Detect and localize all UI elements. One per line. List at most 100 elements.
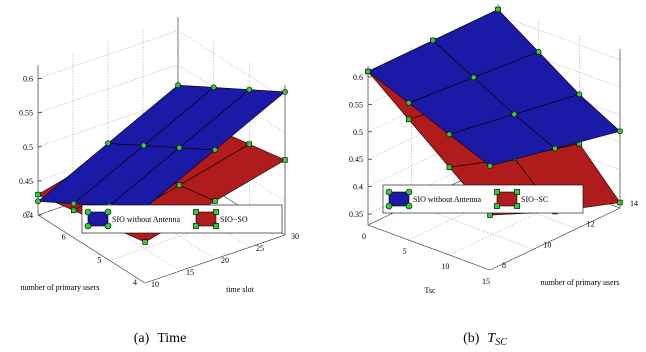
caption: (a) Time [134, 331, 187, 346]
data-point [576, 91, 583, 98]
grid-line [454, 24, 577, 229]
y-tick-label: 14 [630, 199, 638, 208]
data-point [35, 191, 41, 198]
legend-marker [405, 202, 413, 210]
data-point [212, 198, 218, 204]
chart: 0.4 0.45 0.5 0.55 0.6 10 15 20 25 30 4 5 6 7 time slot… [19, 17, 299, 346]
legend-marker [494, 189, 500, 195]
y-tick-label: 4 [133, 278, 137, 287]
legend-marker [84, 222, 92, 230]
legend-marker [514, 203, 520, 209]
z-tick-label: 0.35 [349, 210, 363, 219]
data-point [105, 140, 111, 147]
legend-label: SIO−SC [521, 195, 548, 204]
data-point [175, 82, 181, 89]
x-tick-label: 10 [151, 280, 159, 289]
legend-marker [213, 209, 219, 215]
data-point [552, 145, 558, 152]
data-point [446, 131, 453, 138]
legend: SIO without Antenna SIO−SO [81, 204, 283, 234]
x-tick-label: 15 [186, 268, 194, 277]
data-point [176, 182, 183, 188]
grid-line [367, 66, 491, 271]
y-tick-label: 7 [26, 210, 30, 219]
z-tick-label: 0.6 [353, 73, 363, 82]
y-tick-label: 10 [543, 240, 551, 249]
data-point [282, 88, 288, 95]
caption-text: T [487, 331, 496, 346]
x-tick-label: 20 [221, 256, 229, 265]
legend-marker [104, 222, 112, 230]
data-point [35, 198, 41, 205]
data-point [405, 100, 412, 106]
x-tick-label: 30 [291, 232, 299, 241]
y-axis-label: number of primary users [541, 278, 620, 287]
legend-marker [494, 203, 500, 209]
data-point [535, 48, 542, 55]
legend-marker [213, 223, 219, 229]
data-point [487, 162, 493, 169]
z-tick-label: 0.5 [23, 143, 33, 152]
data-point [70, 200, 77, 207]
legend-label: SIO without Antenna [112, 215, 180, 224]
z-tick-label: 0.45 [349, 155, 363, 164]
legend-swatch [496, 191, 518, 207]
caption: (b) TSC [463, 331, 507, 348]
y-tick-label: 8 [502, 261, 506, 270]
grid-line [144, 85, 286, 284]
x-tick-label: 10 [441, 262, 449, 271]
legend-box [382, 184, 584, 214]
y-tick-label: 5 [97, 255, 101, 264]
grid-line [37, 30, 286, 99]
legend-swatch [87, 211, 109, 227]
z-tick-label: 0.45 [19, 177, 33, 186]
data-point [495, 6, 501, 13]
legend-marker [84, 208, 92, 216]
z-tick-label: 0.4 [353, 183, 363, 192]
data-point [617, 199, 623, 206]
data-point [365, 68, 371, 75]
data-point [511, 111, 518, 118]
y-tick-label: 6 [62, 233, 66, 242]
axis-edge [367, 224, 491, 271]
legend-marker [104, 208, 112, 216]
x-tick-label: 0 [362, 232, 366, 241]
z-tick-label: 0.4 [23, 211, 33, 220]
data-point [246, 141, 253, 147]
data-point [176, 144, 183, 151]
legend-swatch [388, 191, 410, 207]
data-point [446, 164, 453, 170]
z-tick-label: 0.55 [19, 109, 33, 118]
caption-sub: SC [495, 337, 507, 348]
legend-box [81, 204, 283, 234]
legend: SIO without Antenna SIO−SC [382, 184, 584, 214]
data-point [430, 37, 436, 44]
data-point [70, 207, 77, 214]
legend-swatch [195, 211, 217, 227]
legend-label: SIO−SO [220, 215, 248, 224]
data-point [140, 142, 147, 149]
legend-marker [193, 209, 199, 215]
data-point [470, 74, 477, 81]
y-axis-label: number of primary users [21, 283, 100, 292]
legend-marker [514, 189, 520, 195]
z-tick-label: 0.5 [353, 128, 363, 137]
legend-marker [385, 188, 393, 196]
data-point [405, 116, 412, 123]
y-tick-label: 12 [587, 220, 595, 229]
x-tick-label: 5 [403, 247, 407, 256]
x-axis-label: Tsc [425, 286, 436, 295]
legend-marker [193, 223, 199, 229]
legend-label: SIO without Antenna [413, 195, 481, 204]
data-point [487, 212, 493, 218]
data-point [210, 84, 217, 91]
caption-text: Time [157, 331, 186, 346]
caption-label: (a) [134, 331, 150, 346]
data-point [246, 86, 253, 93]
legend-marker [405, 188, 413, 196]
data-point [282, 157, 288, 163]
z-tick-label: 0.55 [349, 100, 363, 109]
x-axis-label: time slot [226, 285, 255, 294]
